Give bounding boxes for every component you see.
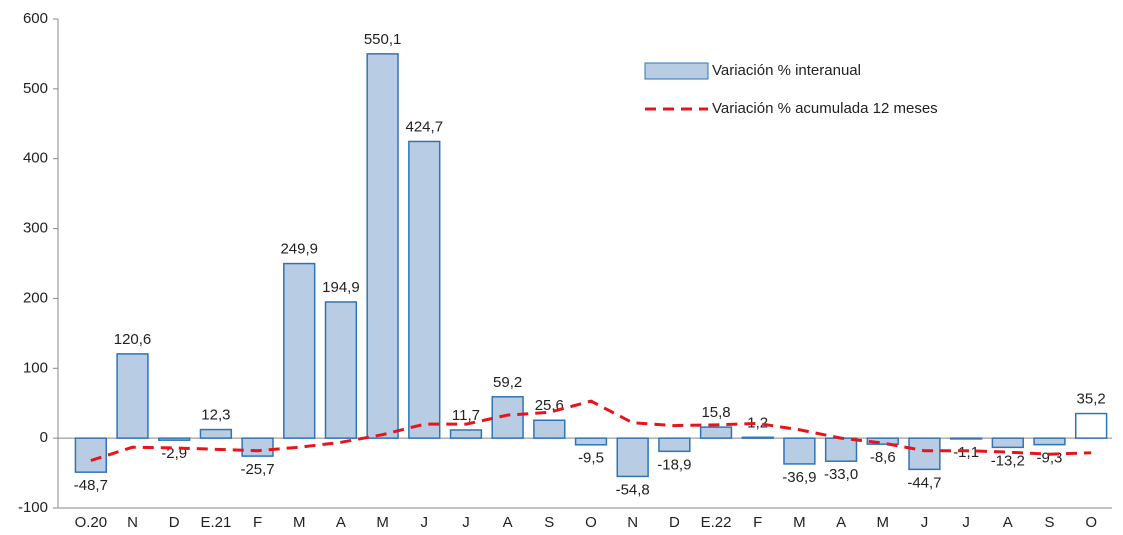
legend: Variación % interanual Variación % acumu…: [644, 62, 938, 117]
x-tick-label: J: [921, 514, 929, 531]
x-tick-label: O: [585, 514, 597, 531]
x-tick-label: D: [169, 514, 180, 531]
x-tick-label: E.22: [701, 514, 732, 531]
x-tick-label: D: [669, 514, 680, 531]
x-tick-label: S: [1044, 514, 1054, 531]
y-tick-label: 300: [23, 220, 48, 237]
bar: [949, 437, 983, 440]
bar: [658, 437, 691, 453]
data-label: -18,9: [657, 456, 691, 473]
x-tick-label: O: [1085, 514, 1097, 531]
x-tick-label: F: [253, 514, 262, 531]
y-tick-label: 400: [23, 150, 48, 167]
bar: [199, 428, 233, 439]
bar: [1033, 437, 1066, 446]
x-tick-label: J: [962, 514, 970, 531]
data-label: 35,2: [1077, 391, 1106, 408]
x-tick-label: M: [376, 514, 389, 531]
legend-label: Variación % acumulada 12 meses: [712, 100, 938, 117]
legend-label: Variación % interanual: [712, 62, 861, 79]
y-tick-label: 200: [23, 289, 48, 306]
x-tick-label: N: [627, 514, 638, 531]
data-label: 194,9: [322, 279, 360, 296]
bar: [74, 437, 108, 473]
y-tick-label: 100: [23, 359, 48, 376]
bar: [533, 419, 566, 439]
data-label: 424,7: [406, 118, 444, 135]
x-tick-label: S: [544, 514, 554, 531]
data-label: 1,2: [747, 414, 768, 431]
x-tick-label: A: [1003, 514, 1013, 531]
bar: [824, 437, 858, 462]
y-tick-label: -100: [18, 499, 48, 516]
data-label: 11,7: [452, 407, 480, 424]
data-label: -44,7: [907, 474, 941, 491]
x-tick-label: E.21: [200, 514, 231, 531]
bar: [866, 437, 899, 445]
bar: [408, 140, 441, 439]
data-label: 550,1: [364, 31, 402, 48]
x-tick-label: M: [877, 514, 890, 531]
bar: [324, 301, 358, 439]
bar: [1074, 412, 1108, 439]
data-label: -25,7: [240, 461, 274, 478]
bar: [616, 437, 649, 478]
data-label: 120,6: [114, 331, 152, 348]
x-tick-label: A: [836, 514, 846, 531]
data-label: 249,9: [280, 241, 318, 258]
data-label: 12,3: [201, 407, 230, 424]
bar: [908, 437, 941, 471]
data-label: -48,7: [74, 477, 108, 494]
data-label: -8,6: [870, 449, 896, 466]
data-label: -54,8: [616, 481, 650, 498]
data-label: -36,9: [782, 469, 816, 486]
bar: [699, 426, 733, 439]
bar: [158, 437, 191, 441]
bar: [491, 396, 524, 439]
legend-swatch: [644, 62, 709, 80]
line: [90, 399, 1092, 462]
y-tick-label: 0: [40, 429, 48, 446]
x-tick-label: J: [462, 514, 470, 531]
data-label: 59,2: [493, 374, 522, 391]
bar: [241, 437, 274, 457]
y-tick-label: 600: [23, 10, 48, 27]
x-tick-label: J: [421, 514, 429, 531]
x-tick-label: N: [127, 514, 138, 531]
bar: [991, 437, 1024, 449]
data-label: 15,8: [701, 404, 730, 421]
x-tick-label: A: [336, 514, 346, 531]
data-label: -9,5: [578, 450, 604, 467]
data-label: -33,0: [824, 466, 858, 483]
bar: [116, 353, 149, 439]
x-tick-label: M: [293, 514, 306, 531]
data-label: -1,1: [953, 444, 979, 461]
x-tick-label: A: [503, 514, 513, 531]
bar: [449, 429, 483, 439]
x-tick-label: M: [793, 514, 806, 531]
bar: [366, 53, 399, 439]
bar: [574, 437, 608, 446]
x-tick-label: F: [753, 514, 762, 531]
bar: [741, 436, 774, 439]
x-tick-label: O.20: [75, 514, 108, 531]
bar: [283, 262, 316, 439]
y-tick-label: 500: [23, 80, 48, 97]
bar: [783, 437, 816, 465]
data-label: -13,2: [991, 452, 1025, 469]
data-label: -9,3: [1037, 450, 1063, 467]
